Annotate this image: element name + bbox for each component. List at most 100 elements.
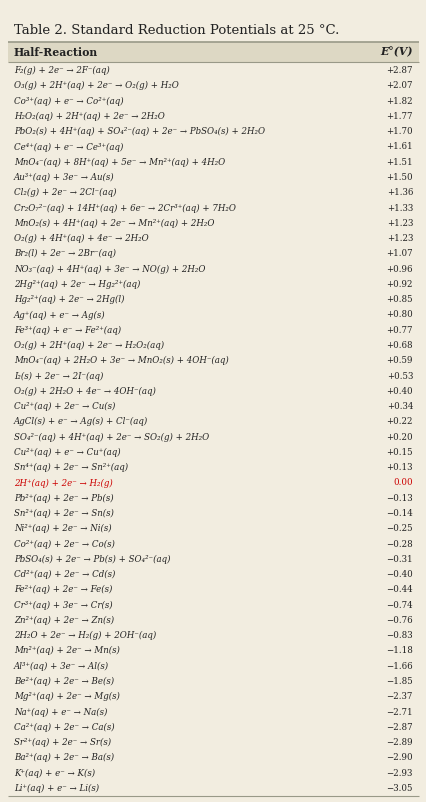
- Text: 2Hg²⁺(aq) + 2e⁻ → Hg₂²⁺(aq): 2Hg²⁺(aq) + 2e⁻ → Hg₂²⁺(aq): [14, 280, 140, 289]
- Text: Sn²⁺(aq) + 2e⁻ → Sn(s): Sn²⁺(aq) + 2e⁻ → Sn(s): [14, 509, 114, 518]
- Text: F₂(g) + 2e⁻ → 2F⁻(aq): F₂(g) + 2e⁻ → 2F⁻(aq): [14, 66, 109, 75]
- Text: Al³⁺(aq) + 3e⁻ → Al(s): Al³⁺(aq) + 3e⁻ → Al(s): [14, 662, 109, 670]
- Text: Na⁺(aq) + e⁻ → Na(s): Na⁺(aq) + e⁻ → Na(s): [14, 707, 107, 716]
- Text: +0.40: +0.40: [386, 387, 412, 396]
- Text: Br₂(l) + 2e⁻ → 2Br⁻(aq): Br₂(l) + 2e⁻ → 2Br⁻(aq): [14, 249, 116, 258]
- Text: −0.74: −0.74: [386, 601, 412, 610]
- Text: +1.23: +1.23: [386, 234, 412, 243]
- Text: O₂(g) + 4H⁺(aq) + 4e⁻ → 2H₂O: O₂(g) + 4H⁺(aq) + 4e⁻ → 2H₂O: [14, 234, 148, 243]
- Text: +0.34: +0.34: [386, 402, 412, 411]
- Bar: [8, 42, 418, 62]
- Text: Cr³⁺(aq) + 3e⁻ → Cr(s): Cr³⁺(aq) + 3e⁻ → Cr(s): [14, 601, 112, 610]
- Text: Pb²⁺(aq) + 2e⁻ → Pb(s): Pb²⁺(aq) + 2e⁻ → Pb(s): [14, 494, 113, 503]
- Text: −2.37: −2.37: [386, 692, 412, 701]
- Text: AgCl(s) + e⁻ → Ag(s) + Cl⁻(aq): AgCl(s) + e⁻ → Ag(s) + Cl⁻(aq): [14, 417, 148, 427]
- Text: +0.20: +0.20: [386, 432, 412, 442]
- Text: −2.87: −2.87: [386, 723, 412, 731]
- Text: Zn²⁺(aq) + 2e⁻ → Zn(s): Zn²⁺(aq) + 2e⁻ → Zn(s): [14, 616, 114, 625]
- Text: +0.77: +0.77: [386, 326, 412, 334]
- Text: SO₄²⁻(aq) + 4H⁺(aq) + 2e⁻ → SO₂(g) + 2H₂O: SO₄²⁻(aq) + 4H⁺(aq) + 2e⁻ → SO₂(g) + 2H₂…: [14, 432, 209, 442]
- Text: +2.07: +2.07: [386, 82, 412, 91]
- Text: Cu²⁺(aq) + 2e⁻ → Cu(s): Cu²⁺(aq) + 2e⁻ → Cu(s): [14, 402, 115, 411]
- Text: +1.70: +1.70: [386, 128, 412, 136]
- Text: PbSO₄(s) + 2e⁻ → Pb(s) + SO₄²⁻(aq): PbSO₄(s) + 2e⁻ → Pb(s) + SO₄²⁻(aq): [14, 555, 170, 564]
- Text: NO₃⁻(aq) + 4H⁺(aq) + 3e⁻ → NO(g) + 2H₂O: NO₃⁻(aq) + 4H⁺(aq) + 3e⁻ → NO(g) + 2H₂O: [14, 265, 205, 273]
- Text: Be²⁺(aq) + 2e⁻ → Be(s): Be²⁺(aq) + 2e⁻ → Be(s): [14, 677, 114, 686]
- Text: H₂O₂(aq) + 2H⁺(aq) + 2e⁻ → 2H₂O: H₂O₂(aq) + 2H⁺(aq) + 2e⁻ → 2H₂O: [14, 112, 164, 121]
- Text: +1.77: +1.77: [386, 112, 412, 121]
- Text: Table 2. Standard Reduction Potentials at 25 °C.: Table 2. Standard Reduction Potentials a…: [14, 24, 339, 37]
- Text: −0.13: −0.13: [386, 494, 412, 503]
- Text: +2.87: +2.87: [386, 66, 412, 75]
- Text: −2.89: −2.89: [386, 738, 412, 747]
- Text: Hg₂²⁺(aq) + 2e⁻ → 2Hg(l): Hg₂²⁺(aq) + 2e⁻ → 2Hg(l): [14, 295, 124, 304]
- Text: −1.66: −1.66: [386, 662, 412, 670]
- Text: Mg²⁺(aq) + 2e⁻ → Mg(s): Mg²⁺(aq) + 2e⁻ → Mg(s): [14, 692, 120, 701]
- Text: I₂(s) + 2e⁻ → 2I⁻(aq): I₂(s) + 2e⁻ → 2I⁻(aq): [14, 371, 103, 381]
- Text: Ba²⁺(aq) + 2e⁻ → Ba(s): Ba²⁺(aq) + 2e⁻ → Ba(s): [14, 753, 114, 763]
- Text: −0.14: −0.14: [386, 509, 412, 518]
- Text: O₃(g) + 2H⁺(aq) + 2e⁻ → O₂(g) + H₂O: O₃(g) + 2H⁺(aq) + 2e⁻ → O₂(g) + H₂O: [14, 81, 178, 91]
- Text: +1.33: +1.33: [386, 204, 412, 213]
- Text: 2H₂O + 2e⁻ → H₂(g) + 2OH⁻(aq): 2H₂O + 2e⁻ → H₂(g) + 2OH⁻(aq): [14, 631, 156, 640]
- Text: −1.18: −1.18: [385, 646, 412, 655]
- Text: Ag⁺(aq) + e⁻ → Ag(s): Ag⁺(aq) + e⁻ → Ag(s): [14, 310, 105, 319]
- Text: MnO₄⁻(aq) + 2H₂O + 3e⁻ → MnO₂(s) + 4OH⁻(aq): MnO₄⁻(aq) + 2H₂O + 3e⁻ → MnO₂(s) + 4OH⁻(…: [14, 356, 228, 366]
- Text: −0.28: −0.28: [386, 540, 412, 549]
- Text: +1.51: +1.51: [386, 158, 412, 167]
- Text: +0.92: +0.92: [386, 280, 412, 289]
- Text: −2.93: −2.93: [386, 768, 412, 778]
- Text: −3.05: −3.05: [386, 784, 412, 793]
- Text: Sr²⁺(aq) + 2e⁻ → Sr(s): Sr²⁺(aq) + 2e⁻ → Sr(s): [14, 738, 111, 747]
- Text: −0.76: −0.76: [386, 616, 412, 625]
- Text: −2.90: −2.90: [386, 753, 412, 763]
- Text: Li⁺(aq) + e⁻ → Li(s): Li⁺(aq) + e⁻ → Li(s): [14, 784, 99, 793]
- Text: +0.22: +0.22: [386, 417, 412, 427]
- Text: −0.83: −0.83: [386, 631, 412, 640]
- Text: +1.36: +1.36: [386, 188, 412, 197]
- Text: Mn²⁺(aq) + 2e⁻ → Mn(s): Mn²⁺(aq) + 2e⁻ → Mn(s): [14, 646, 120, 655]
- Text: Sn⁴⁺(aq) + 2e⁻ → Sn²⁺(aq): Sn⁴⁺(aq) + 2e⁻ → Sn²⁺(aq): [14, 463, 128, 472]
- Text: −0.40: −0.40: [386, 570, 412, 579]
- Text: Cl₂(g) + 2e⁻ → 2Cl⁻(aq): Cl₂(g) + 2e⁻ → 2Cl⁻(aq): [14, 188, 116, 197]
- Text: +1.61: +1.61: [386, 143, 412, 152]
- Text: +0.85: +0.85: [386, 295, 412, 304]
- Text: +0.68: +0.68: [386, 341, 412, 350]
- Text: +1.50: +1.50: [386, 173, 412, 182]
- Text: Half-Reaction: Half-Reaction: [14, 47, 98, 58]
- Text: −2.71: −2.71: [386, 707, 412, 716]
- Text: Ni²⁺(aq) + 2e⁻ → Ni(s): Ni²⁺(aq) + 2e⁻ → Ni(s): [14, 525, 111, 533]
- Text: Au³⁺(aq) + 3e⁻ → Au(s): Au³⁺(aq) + 3e⁻ → Au(s): [14, 173, 114, 182]
- Text: +0.53: +0.53: [386, 371, 412, 381]
- Text: Cr₂O₇²⁻(aq) + 14H⁺(aq) + 6e⁻ → 2Cr³⁺(aq) + 7H₂O: Cr₂O₇²⁻(aq) + 14H⁺(aq) + 6e⁻ → 2Cr³⁺(aq)…: [14, 204, 236, 213]
- Text: Fe³⁺(aq) + e⁻ → Fe²⁺(aq): Fe³⁺(aq) + e⁻ → Fe²⁺(aq): [14, 326, 121, 334]
- Text: O₂(g) + 2H⁺(aq) + 2e⁻ → H₂O₂(aq): O₂(g) + 2H⁺(aq) + 2e⁻ → H₂O₂(aq): [14, 341, 164, 350]
- Text: Ce⁴⁺(aq) + e⁻ → Ce³⁺(aq): Ce⁴⁺(aq) + e⁻ → Ce³⁺(aq): [14, 143, 123, 152]
- Text: Fe²⁺(aq) + 2e⁻ → Fe(s): Fe²⁺(aq) + 2e⁻ → Fe(s): [14, 585, 112, 594]
- Text: MnO₂(s) + 4H⁺(aq) + 2e⁻ → Mn²⁺(aq) + 2H₂O: MnO₂(s) + 4H⁺(aq) + 2e⁻ → Mn²⁺(aq) + 2H₂…: [14, 219, 214, 228]
- Text: +1.82: +1.82: [386, 97, 412, 106]
- Text: K⁺(aq) + e⁻ → K(s): K⁺(aq) + e⁻ → K(s): [14, 768, 95, 778]
- Text: +1.07: +1.07: [386, 249, 412, 258]
- Text: Ca²⁺(aq) + 2e⁻ → Ca(s): Ca²⁺(aq) + 2e⁻ → Ca(s): [14, 723, 114, 732]
- Text: +1.23: +1.23: [386, 219, 412, 228]
- Text: −0.44: −0.44: [386, 585, 412, 594]
- Text: +0.80: +0.80: [386, 310, 412, 319]
- Text: E°(V): E°(V): [380, 47, 412, 58]
- Text: Co³⁺(aq) + e⁻ → Co²⁺(aq): Co³⁺(aq) + e⁻ → Co²⁺(aq): [14, 96, 124, 106]
- Text: +0.59: +0.59: [386, 356, 412, 365]
- Text: −1.85: −1.85: [386, 677, 412, 686]
- Text: 0.00: 0.00: [392, 479, 412, 488]
- Text: −0.31: −0.31: [386, 555, 412, 564]
- Text: Co²⁺(aq) + 2e⁻ → Co(s): Co²⁺(aq) + 2e⁻ → Co(s): [14, 540, 115, 549]
- Text: Cd²⁺(aq) + 2e⁻ → Cd(s): Cd²⁺(aq) + 2e⁻ → Cd(s): [14, 570, 115, 579]
- Text: 2H⁺(aq) + 2e⁻ → H₂(g): 2H⁺(aq) + 2e⁻ → H₂(g): [14, 478, 112, 488]
- Text: O₂(g) + 2H₂O + 4e⁻ → 4OH⁻(aq): O₂(g) + 2H₂O + 4e⁻ → 4OH⁻(aq): [14, 387, 155, 396]
- Text: +0.15: +0.15: [386, 448, 412, 457]
- Text: MnO₄⁻(aq) + 8H⁺(aq) + 5e⁻ → Mn²⁺(aq) + 4H₂O: MnO₄⁻(aq) + 8H⁺(aq) + 5e⁻ → Mn²⁺(aq) + 4…: [14, 158, 225, 167]
- Text: Cu²⁺(aq) + e⁻ → Cu⁺(aq): Cu²⁺(aq) + e⁻ → Cu⁺(aq): [14, 448, 120, 457]
- Text: +0.96: +0.96: [386, 265, 412, 273]
- Text: −0.25: −0.25: [386, 525, 412, 533]
- Text: PbO₂(s) + 4H⁺(aq) + SO₄²⁻(aq) + 2e⁻ → PbSO₄(s) + 2H₂O: PbO₂(s) + 4H⁺(aq) + SO₄²⁻(aq) + 2e⁻ → Pb…: [14, 128, 265, 136]
- Text: +0.13: +0.13: [386, 464, 412, 472]
